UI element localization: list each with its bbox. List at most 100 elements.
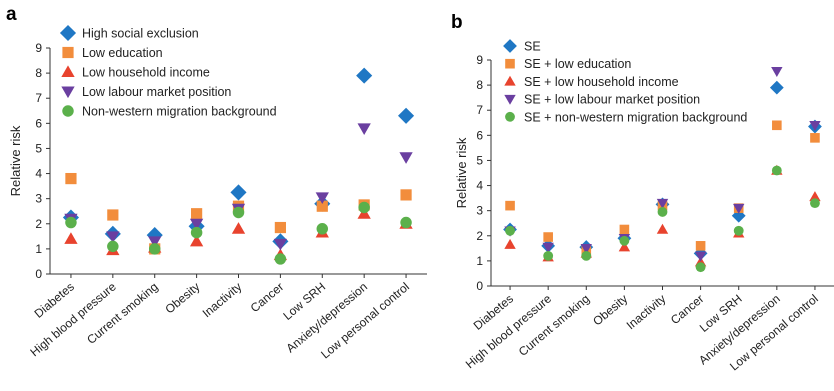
data-point bbox=[657, 207, 668, 217]
data-point bbox=[189, 218, 204, 231]
x-tick-label: Current smoking bbox=[84, 280, 160, 347]
legend: High social exclusion Low education Low ho… bbox=[59, 24, 277, 119]
data-point bbox=[231, 222, 246, 234]
data-point bbox=[656, 223, 669, 234]
data-point bbox=[191, 208, 203, 220]
y-tick-label: 5 bbox=[476, 153, 483, 167]
legend-label: SE bbox=[524, 40, 541, 54]
data-point bbox=[580, 244, 592, 255]
data-point bbox=[107, 209, 119, 221]
y-axis-label: Relative risk bbox=[8, 125, 23, 196]
data-point bbox=[809, 121, 821, 131]
data-point bbox=[400, 216, 412, 229]
legend-label: SE + low labour market position bbox=[524, 93, 700, 107]
data-point bbox=[656, 198, 669, 209]
y-tick-label: 1 bbox=[35, 242, 42, 256]
y-axis-label: Relative risk bbox=[454, 137, 469, 208]
x-tick-label: Obesity bbox=[162, 280, 202, 317]
y-tick-label: 7 bbox=[35, 91, 42, 105]
y-tick-label: 9 bbox=[35, 41, 42, 55]
data-point bbox=[504, 238, 516, 249]
data-point bbox=[772, 120, 782, 131]
data-point bbox=[619, 224, 630, 235]
y-tick-label: 0 bbox=[35, 267, 42, 281]
y-tick-label: 8 bbox=[35, 66, 42, 80]
data-point bbox=[64, 232, 78, 244]
data-point bbox=[316, 200, 328, 212]
y-tick-label: 3 bbox=[35, 192, 42, 206]
legend-marker bbox=[504, 94, 516, 105]
series-4 bbox=[505, 165, 820, 273]
data-point bbox=[809, 191, 821, 202]
series-1 bbox=[505, 120, 820, 256]
data-point bbox=[189, 234, 204, 247]
legend-label: Non-western migration background bbox=[82, 105, 277, 119]
data-point bbox=[230, 184, 247, 201]
data-point bbox=[619, 235, 630, 246]
data-point bbox=[356, 67, 373, 84]
data-point bbox=[771, 67, 783, 77]
data-point bbox=[146, 227, 163, 244]
data-point bbox=[357, 123, 371, 136]
data-point bbox=[505, 225, 515, 236]
y-tick-label: 2 bbox=[476, 229, 483, 243]
legend-label: SE + low household income bbox=[524, 75, 679, 89]
data-point bbox=[398, 107, 415, 124]
data-point bbox=[769, 80, 784, 95]
x-tick-label: Current smoking bbox=[516, 292, 592, 359]
data-point bbox=[190, 226, 203, 239]
data-point bbox=[542, 242, 554, 253]
y-tick-label: 6 bbox=[476, 128, 483, 142]
panel-letter: a bbox=[6, 4, 17, 25]
data-point bbox=[316, 223, 329, 235]
data-point bbox=[400, 189, 412, 201]
legend: SE SE + low education SE + low household i… bbox=[503, 39, 747, 124]
data-point bbox=[618, 241, 631, 252]
legend-marker bbox=[62, 46, 74, 59]
data-point bbox=[581, 250, 592, 261]
x-tick-label: Cancer bbox=[248, 280, 287, 316]
data-point bbox=[695, 262, 706, 273]
data-point bbox=[106, 231, 120, 243]
data-point bbox=[399, 152, 413, 164]
y-tick-label: 9 bbox=[476, 53, 483, 67]
series-3 bbox=[64, 123, 413, 251]
data-point bbox=[733, 225, 744, 236]
y-tick-label: 4 bbox=[476, 179, 483, 193]
data-point bbox=[274, 221, 286, 234]
y-tick-label: 3 bbox=[476, 204, 483, 218]
data-point bbox=[232, 206, 245, 219]
legend-label: Low education bbox=[82, 46, 163, 60]
legend-label: Low labour market position bbox=[82, 85, 231, 99]
data-point bbox=[65, 172, 77, 185]
y-tick-label: 7 bbox=[476, 103, 483, 117]
legend-label: Low household income bbox=[82, 66, 210, 80]
data-point bbox=[315, 192, 329, 205]
legend-label: SE + non-western migration background bbox=[524, 110, 747, 124]
legend-label: High social exclusion bbox=[82, 27, 199, 41]
y-tick-label: 0 bbox=[476, 279, 483, 293]
data-point bbox=[273, 238, 288, 251]
panel-letter: b bbox=[451, 12, 463, 33]
data-point bbox=[505, 200, 515, 211]
data-point bbox=[274, 253, 287, 265]
legend-marker bbox=[503, 39, 517, 53]
data-point bbox=[358, 201, 370, 214]
y-tick-label: 2 bbox=[35, 217, 42, 231]
data-point bbox=[810, 198, 820, 209]
y-tick-label: 6 bbox=[35, 116, 42, 130]
legend-marker bbox=[505, 111, 515, 122]
legend-marker bbox=[59, 24, 77, 42]
series-4 bbox=[65, 201, 412, 265]
data-point bbox=[695, 241, 706, 251]
y-tick-label: 1 bbox=[476, 254, 483, 268]
legend-marker bbox=[62, 105, 74, 117]
data-point bbox=[148, 243, 161, 255]
legend-marker bbox=[504, 75, 516, 86]
legend-label: SE + low education bbox=[524, 57, 631, 71]
data-point bbox=[771, 165, 782, 176]
data-point bbox=[543, 250, 554, 261]
